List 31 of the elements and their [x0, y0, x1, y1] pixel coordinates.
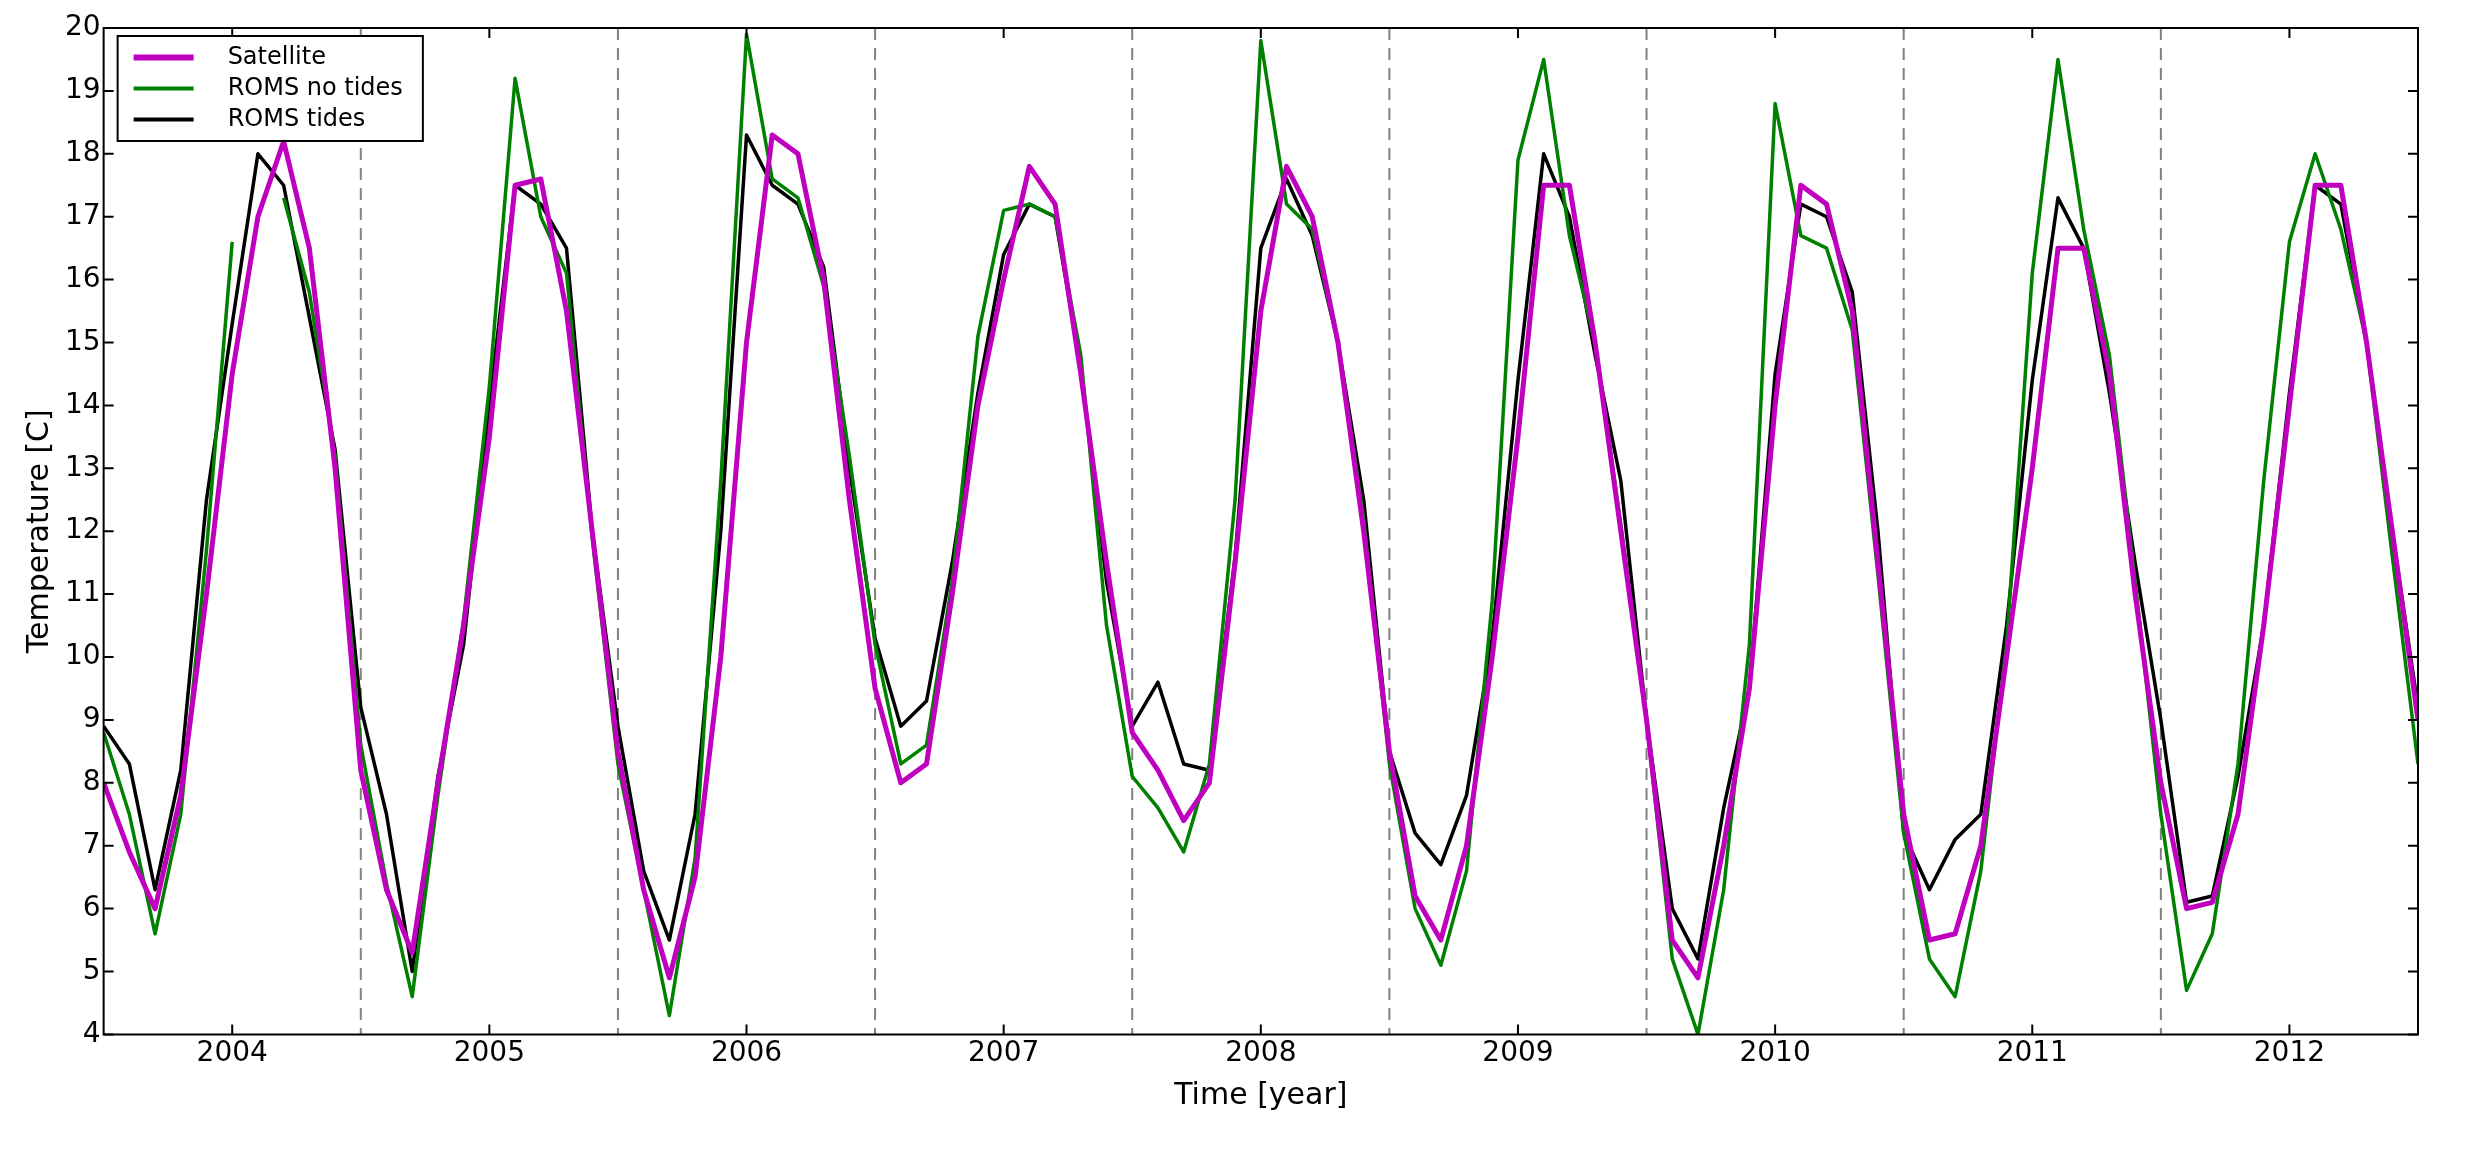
- x-tick-label: 2009: [1482, 1035, 1554, 1069]
- y-tick-label: 4: [82, 1015, 101, 1049]
- y-axis-title: Temperature [C]: [19, 409, 55, 655]
- y-tick-label: 7: [82, 826, 101, 860]
- y-tick-label: 17: [64, 197, 101, 231]
- legend-label: ROMS tides: [227, 103, 366, 132]
- y-tick-label: 10: [64, 638, 101, 672]
- y-tick-label: 8: [82, 764, 101, 798]
- y-tick-label: 15: [64, 323, 101, 357]
- y-tick-label: 16: [64, 260, 101, 294]
- y-tick-label: 18: [64, 135, 101, 169]
- x-tick-label: 2007: [968, 1035, 1040, 1069]
- y-tick-label: 14: [64, 386, 101, 420]
- x-axis-title: Time [year]: [1173, 1075, 1348, 1111]
- y-tick-label: 9: [82, 701, 101, 735]
- y-tick-label: 13: [64, 449, 101, 483]
- x-tick-label: 2005: [453, 1035, 525, 1069]
- y-tick-label: 12: [64, 512, 101, 546]
- legend-label: Satellite: [227, 41, 326, 70]
- y-tick-label: 6: [82, 889, 101, 923]
- x-tick-label: 2011: [1996, 1035, 2068, 1069]
- x-tick-label: 2004: [196, 1035, 268, 1069]
- legend-label: ROMS no tides: [227, 72, 403, 101]
- y-tick-label: 11: [64, 575, 101, 609]
- y-tick-label: 20: [64, 9, 101, 43]
- x-tick-label: 2012: [2253, 1035, 2326, 1069]
- y-tick-label: 19: [64, 72, 101, 106]
- x-tick-label: 2010: [1739, 1035, 1811, 1069]
- x-tick-label: 2006: [710, 1035, 783, 1069]
- x-tick-label: 2008: [1225, 1035, 1297, 1069]
- y-tick-label: 5: [82, 952, 101, 986]
